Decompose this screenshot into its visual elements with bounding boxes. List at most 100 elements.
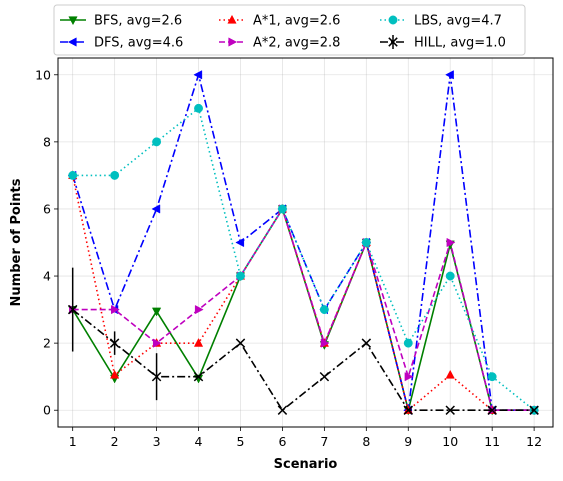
y-tick-label: 2 <box>43 336 51 351</box>
data-point-a2 <box>152 338 162 348</box>
x-tick-label: 3 <box>153 434 161 449</box>
marker-stroke <box>361 338 372 348</box>
data-point-hill <box>235 338 246 348</box>
y-axis-label: Number of Points <box>9 178 24 306</box>
data-point-hill <box>529 405 539 415</box>
x-axis-label: Scenario <box>274 457 338 472</box>
x-tick-label: 9 <box>404 434 412 449</box>
data-point-dfs <box>151 204 161 214</box>
data-point-hill <box>151 371 162 382</box>
marker-stroke <box>403 405 414 415</box>
legend-frame <box>53 4 526 56</box>
marker-stroke <box>67 304 78 315</box>
data-point-a2 <box>111 304 120 315</box>
data-point-a2 <box>194 304 204 315</box>
marker-stroke <box>529 405 539 415</box>
legend-entry-bfs: BFS, avg=2.6 <box>60 14 182 29</box>
legend-entry-lbs: LBS, avg=4.7 <box>380 14 502 29</box>
x-tick-label: 8 <box>362 434 370 449</box>
data-point-dfs <box>445 70 454 80</box>
data-point-hill <box>445 405 455 415</box>
y-axis-ticks: 0 2 4 6 8 10 <box>35 67 58 418</box>
y-tick-label: 6 <box>43 201 51 216</box>
legend-label-dfs: DFS, avg=4.6 <box>94 36 183 51</box>
data-point-hill <box>67 304 78 315</box>
series-layer <box>67 70 540 416</box>
data-point-hill <box>193 371 204 382</box>
data-point-dfs <box>235 237 245 248</box>
data-point-dfs <box>193 70 203 80</box>
x-tick-label: 5 <box>237 434 245 449</box>
series-lbs <box>68 103 539 415</box>
data-point-a2 <box>404 372 414 382</box>
legend-label-bfs: BFS, avg=2.6 <box>94 14 182 29</box>
marker-stroke <box>235 338 246 348</box>
x-axis-ticks: 1 2 3 4 5 6 7 8 9 10 11 12 <box>69 427 542 449</box>
x-tick-label: 10 <box>442 434 458 449</box>
data-point-lbs <box>277 204 287 214</box>
legend-label-a2: A*2, avg=2.8 <box>253 36 340 51</box>
x-tick-label: 7 <box>320 434 328 449</box>
marker-stroke <box>487 405 497 415</box>
plot-frame <box>57 57 554 428</box>
legend-label-a1: A*1, avg=2.6 <box>253 14 340 29</box>
y-tick-label: 10 <box>35 67 51 82</box>
marker-stroke <box>445 405 455 415</box>
legend-label-hill: HILL, avg=1.0 <box>414 36 506 51</box>
x-tick-label: 6 <box>278 434 286 449</box>
legend-marker-a1 <box>227 14 237 24</box>
x-tick-label: 12 <box>526 434 542 449</box>
data-point-lbs <box>194 103 203 113</box>
legend-entry-hill: HILL, avg=1.0 <box>380 35 506 51</box>
legend-entry-a2: A*2, avg=2.8 <box>219 36 340 51</box>
data-point-lbs <box>361 238 371 247</box>
data-point-hill <box>109 338 120 348</box>
legend-marker-a2 <box>228 37 238 47</box>
x-tick-label: 4 <box>195 434 203 449</box>
legend-entry-a1: A*1, avg=2.6 <box>219 14 340 29</box>
data-point-bfs <box>151 307 162 317</box>
x-tick-label: 2 <box>111 434 119 449</box>
data-point-lbs <box>487 372 497 382</box>
data-point-hill <box>319 371 330 382</box>
data-point-lbs <box>110 170 120 180</box>
data-point-a1 <box>193 337 204 347</box>
data-point-lbs <box>403 338 413 348</box>
y-tick-label: 0 <box>43 403 51 418</box>
series-line-hill <box>72 308 535 412</box>
data-point-a2 <box>446 237 456 248</box>
legend-marker-hill <box>388 37 398 47</box>
marker-stroke <box>151 371 162 382</box>
y-tick-label: 4 <box>43 269 51 284</box>
data-point-a1 <box>110 369 120 379</box>
marker-stroke <box>319 371 330 382</box>
data-point-hill <box>403 405 414 415</box>
data-point-a2 <box>320 338 330 348</box>
data-point-lbs <box>68 170 78 180</box>
data-point-hill <box>277 405 288 415</box>
data-point-lbs <box>319 305 329 315</box>
marker-stroke <box>277 405 288 415</box>
legend-marker-lbs <box>388 15 398 25</box>
data-point-lbs <box>445 271 455 281</box>
data-point-hill <box>361 338 372 348</box>
legend-label-lbs: LBS, avg=4.7 <box>414 14 502 29</box>
series-hill <box>67 267 539 415</box>
x-tick-label: 1 <box>69 434 77 449</box>
y-tick-label: 8 <box>43 134 51 149</box>
legend-entry-dfs: DFS, avg=4.6 <box>60 36 183 51</box>
legend-marker-dfs <box>67 37 77 47</box>
data-point-a1 <box>445 369 455 379</box>
data-point-lbs <box>152 137 162 147</box>
x-tick-label: 11 <box>484 434 500 449</box>
data-point-lbs <box>236 271 245 281</box>
marker-stroke <box>193 371 204 382</box>
series-line-lbs <box>72 107 535 411</box>
series-line-a2 <box>72 208 535 412</box>
series-line-dfs <box>71 73 535 412</box>
marker-stroke <box>109 338 120 348</box>
marker-stroke <box>388 37 398 47</box>
legend-marker-bfs <box>68 16 78 26</box>
data-point-hill <box>487 405 497 415</box>
